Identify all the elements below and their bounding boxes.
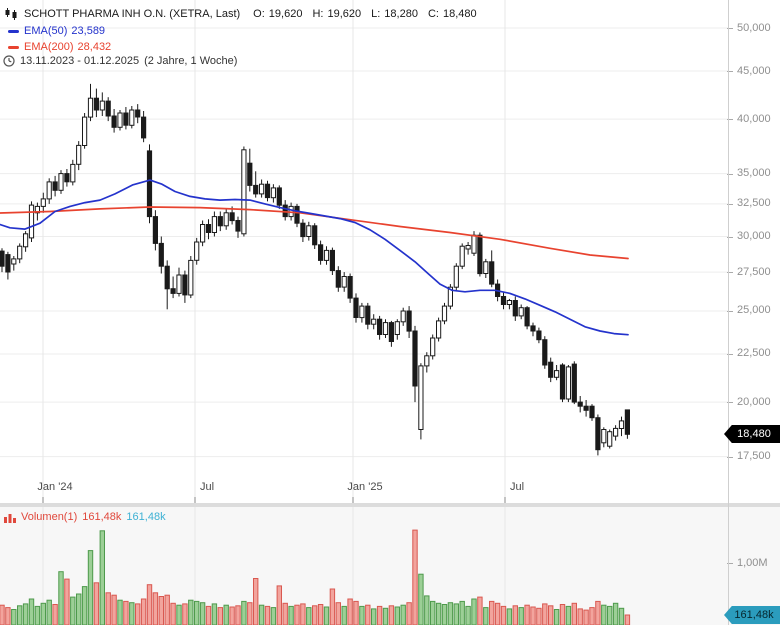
x-axis-label: Jan '24 — [37, 481, 73, 493]
ema50-legend[interactable]: EMA(50) 23,589 — [8, 25, 105, 37]
price-axis-tick — [727, 402, 733, 403]
price-axis-tick — [727, 237, 733, 238]
clock-icon — [3, 55, 15, 67]
x-axis-label: Jul — [509, 481, 525, 493]
volume-axis-tick — [727, 563, 733, 564]
ema200-legend[interactable]: EMA(200) 28,432 — [8, 41, 111, 53]
candlestick-icon — [5, 8, 17, 20]
ohlc-open: O: 19,620 — [253, 8, 303, 20]
ema200-line-swatch — [8, 45, 19, 49]
price-axis-tick — [727, 119, 733, 120]
price-axis-label: 20,000 — [737, 396, 771, 408]
x-axis-label: Jan '25 — [347, 481, 383, 493]
price-axis-tick — [727, 457, 733, 458]
price-axis-label: 22,500 — [737, 347, 771, 359]
last-volume-tag: 161,48k — [724, 606, 780, 624]
date-range-detail: (2 Jahre, 1 Woche) — [144, 55, 238, 67]
ema50-line-swatch — [8, 29, 19, 33]
volume-value-blue: 161,48k — [126, 511, 166, 523]
ohlc-high: H: 19,620 — [312, 8, 362, 20]
last-price-tag: 18,480 — [724, 425, 780, 443]
ema50-label: EMA(50) 23,589 — [24, 25, 106, 37]
volume-legend[interactable]: Volumen(1) 161,48k 161,48k — [4, 511, 166, 523]
instrument-legend[interactable]: SCHOTT PHARMA INH O.N. (XETRA, Last) O: 1… — [4, 7, 477, 21]
price-pane[interactable] — [0, 0, 728, 503]
pane-divider[interactable] — [0, 503, 780, 507]
date-range-legend: 13.11.2023 - 01.12.2025 (2 Jahre, 1 Woch… — [3, 55, 237, 67]
axis-border-line — [728, 0, 729, 625]
price-axis-label: 45,000 — [737, 65, 771, 77]
price-axis-label: 27,500 — [737, 266, 771, 278]
date-range-text: 13.11.2023 - 01.12.2025 — [20, 55, 140, 67]
price-axis-label: 35,000 — [737, 167, 771, 179]
price-axis-tick — [727, 311, 733, 312]
volume-chart-svg — [0, 507, 631, 625]
price-axis-tick — [727, 71, 733, 72]
price-axis-tick — [727, 204, 733, 205]
x-axis-label: Jul — [199, 481, 215, 493]
price-axis-label: 50,000 — [737, 22, 771, 34]
price-axis-tick — [727, 174, 733, 175]
price-axis-tick — [727, 272, 733, 273]
price-axis-tick — [727, 354, 733, 355]
price-axis-label: 40,000 — [737, 113, 771, 125]
price-axis-label: 25,000 — [737, 304, 771, 316]
ema200-label: EMA(200) 28,432 — [24, 41, 112, 53]
volume-axis-label: 1,00M — [737, 557, 768, 569]
volume-indicator-label: Volumen(1) — [21, 511, 78, 523]
ohlc-close: C: 18,480 — [427, 8, 477, 20]
volume-value-red: 161,48k — [82, 511, 122, 523]
price-axis-label: 17,500 — [737, 450, 771, 462]
instrument-title: SCHOTT PHARMA INH O.N. (XETRA, Last) — [24, 8, 241, 20]
price-axis-label: 32,500 — [737, 197, 771, 209]
ohlc-low: L: 18,280 — [371, 8, 418, 20]
volume-pane[interactable] — [0, 507, 780, 625]
price-axis-label: 30,000 — [737, 230, 771, 242]
price-chart-svg — [0, 0, 728, 503]
volume-bars-icon — [4, 513, 16, 523]
price-axis-tick — [727, 28, 733, 29]
